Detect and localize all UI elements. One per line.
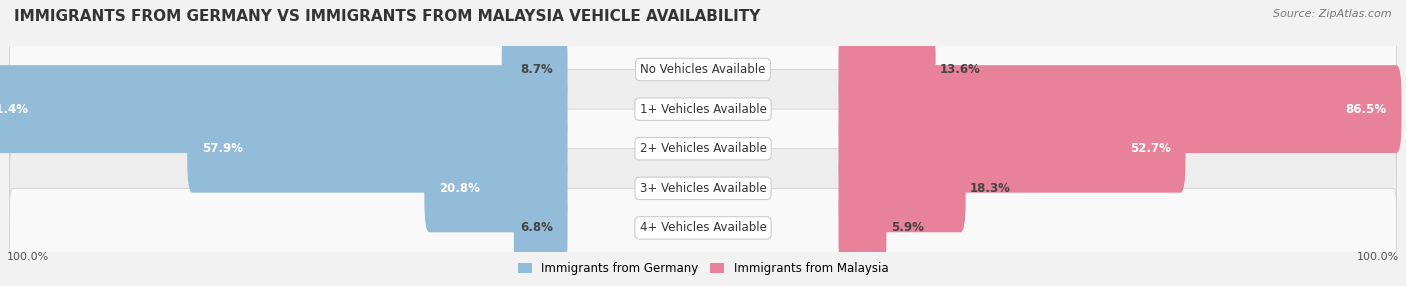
Text: 100.0%: 100.0% [1357,253,1399,262]
FancyBboxPatch shape [10,188,1396,267]
FancyBboxPatch shape [838,144,966,232]
Text: 57.9%: 57.9% [202,142,243,155]
Text: IMMIGRANTS FROM GERMANY VS IMMIGRANTS FROM MALAYSIA VEHICLE AVAILABILITY: IMMIGRANTS FROM GERMANY VS IMMIGRANTS FR… [14,9,761,23]
Text: 8.7%: 8.7% [520,63,553,76]
Text: 91.4%: 91.4% [0,103,30,116]
FancyBboxPatch shape [0,65,568,153]
Text: 20.8%: 20.8% [439,182,479,195]
Text: 86.5%: 86.5% [1346,103,1386,116]
Text: 4+ Vehicles Available: 4+ Vehicles Available [640,221,766,235]
Text: Source: ZipAtlas.com: Source: ZipAtlas.com [1274,9,1392,19]
Text: 52.7%: 52.7% [1130,142,1171,155]
FancyBboxPatch shape [10,69,1396,149]
Text: 100.0%: 100.0% [7,253,49,262]
Text: 1+ Vehicles Available: 1+ Vehicles Available [640,103,766,116]
FancyBboxPatch shape [838,105,1185,193]
Text: 18.3%: 18.3% [970,182,1011,195]
FancyBboxPatch shape [513,184,568,272]
FancyBboxPatch shape [10,149,1396,228]
Text: 13.6%: 13.6% [941,63,981,76]
FancyBboxPatch shape [425,144,568,232]
FancyBboxPatch shape [838,184,886,272]
FancyBboxPatch shape [502,25,568,114]
FancyBboxPatch shape [838,65,1402,153]
Text: 5.9%: 5.9% [891,221,924,235]
Text: 2+ Vehicles Available: 2+ Vehicles Available [640,142,766,155]
Text: 3+ Vehicles Available: 3+ Vehicles Available [640,182,766,195]
FancyBboxPatch shape [187,105,568,193]
Legend: Immigrants from Germany, Immigrants from Malaysia: Immigrants from Germany, Immigrants from… [513,258,893,280]
FancyBboxPatch shape [10,109,1396,188]
Text: No Vehicles Available: No Vehicles Available [640,63,766,76]
Text: 6.8%: 6.8% [520,221,553,235]
FancyBboxPatch shape [10,30,1396,109]
FancyBboxPatch shape [838,25,935,114]
